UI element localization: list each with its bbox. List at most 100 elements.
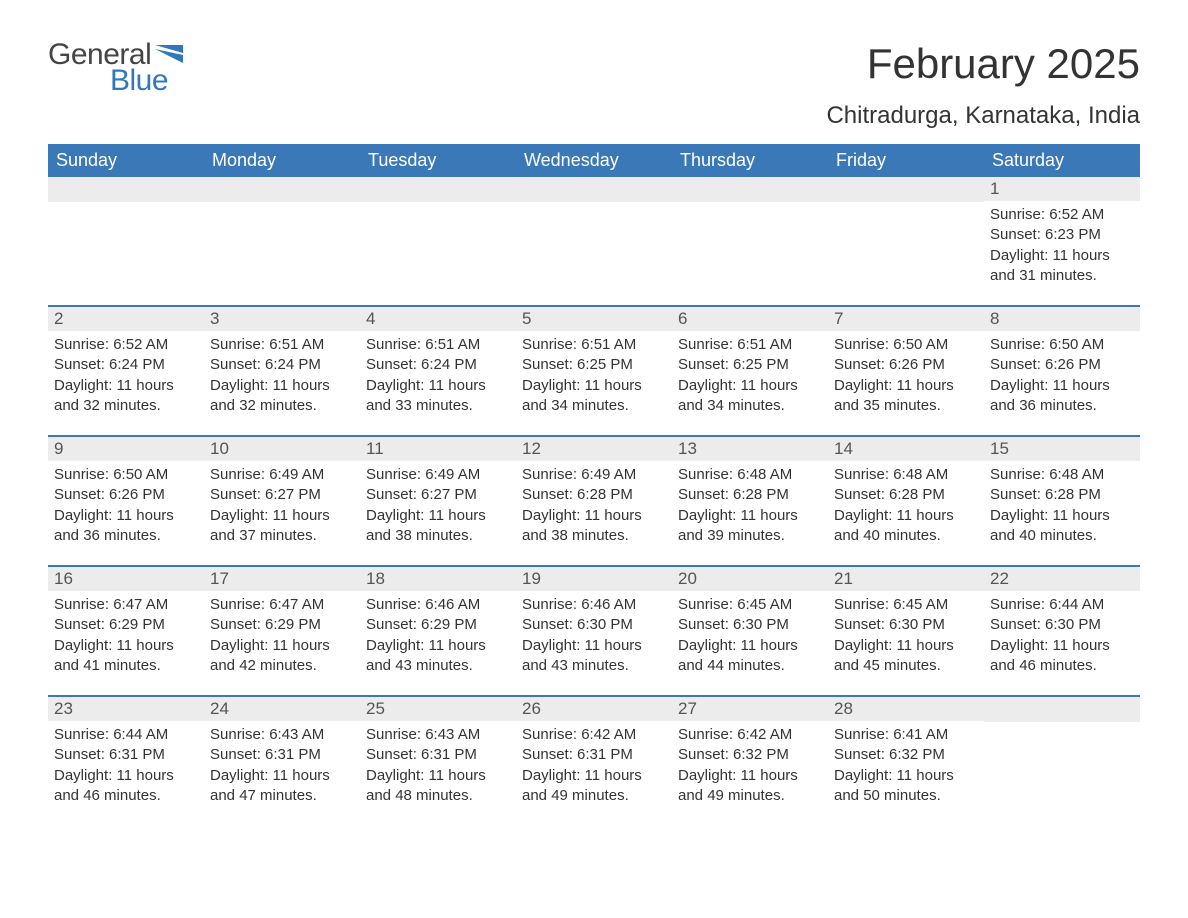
sunrise-text: Sunrise: 6:42 AM bbox=[522, 725, 666, 745]
calendar-week: 23Sunrise: 6:44 AMSunset: 6:31 PMDayligh… bbox=[48, 695, 1140, 825]
sunrise-text: Sunrise: 6:44 AM bbox=[54, 725, 198, 745]
daylight-text: and 48 minutes. bbox=[366, 786, 510, 806]
calendar-day: 14Sunrise: 6:48 AMSunset: 6:28 PMDayligh… bbox=[828, 437, 984, 565]
daylight-text: and 45 minutes. bbox=[834, 656, 978, 676]
day-number: 5 bbox=[516, 307, 672, 331]
day-number: 27 bbox=[672, 697, 828, 721]
weekday-header: Thursday bbox=[672, 144, 828, 177]
daylight-text: Daylight: 11 hours bbox=[522, 376, 666, 396]
day-number bbox=[360, 177, 516, 202]
day-number: 8 bbox=[984, 307, 1140, 331]
day-number: 20 bbox=[672, 567, 828, 591]
day-data: Sunrise: 6:46 AMSunset: 6:30 PMDaylight:… bbox=[516, 591, 672, 684]
sunrise-text: Sunrise: 6:48 AM bbox=[678, 465, 822, 485]
daylight-text: and 43 minutes. bbox=[366, 656, 510, 676]
calendar-day: 20Sunrise: 6:45 AMSunset: 6:30 PMDayligh… bbox=[672, 567, 828, 695]
daylight-text: and 32 minutes. bbox=[54, 396, 198, 416]
day-number: 24 bbox=[204, 697, 360, 721]
day-number: 10 bbox=[204, 437, 360, 461]
sunset-text: Sunset: 6:31 PM bbox=[54, 745, 198, 765]
daylight-text: Daylight: 11 hours bbox=[210, 376, 354, 396]
sunrise-text: Sunrise: 6:46 AM bbox=[522, 595, 666, 615]
calendar-day: 18Sunrise: 6:46 AMSunset: 6:29 PMDayligh… bbox=[360, 567, 516, 695]
brand-logo: General Blue bbox=[48, 40, 183, 96]
day-data: Sunrise: 6:46 AMSunset: 6:29 PMDaylight:… bbox=[360, 591, 516, 684]
daylight-text: and 33 minutes. bbox=[366, 396, 510, 416]
sunrise-text: Sunrise: 6:45 AM bbox=[834, 595, 978, 615]
daylight-text: Daylight: 11 hours bbox=[54, 636, 198, 656]
daylight-text: and 44 minutes. bbox=[678, 656, 822, 676]
sunrise-text: Sunrise: 6:43 AM bbox=[210, 725, 354, 745]
sunrise-text: Sunrise: 6:50 AM bbox=[54, 465, 198, 485]
day-number: 16 bbox=[48, 567, 204, 591]
calendar-day: 5Sunrise: 6:51 AMSunset: 6:25 PMDaylight… bbox=[516, 307, 672, 435]
day-number: 9 bbox=[48, 437, 204, 461]
day-data: Sunrise: 6:45 AMSunset: 6:30 PMDaylight:… bbox=[828, 591, 984, 684]
sunset-text: Sunset: 6:23 PM bbox=[990, 225, 1134, 245]
sunset-text: Sunset: 6:30 PM bbox=[522, 615, 666, 635]
calendar-week: 9Sunrise: 6:50 AMSunset: 6:26 PMDaylight… bbox=[48, 435, 1140, 565]
sunrise-text: Sunrise: 6:44 AM bbox=[990, 595, 1134, 615]
daylight-text: Daylight: 11 hours bbox=[366, 506, 510, 526]
day-data: Sunrise: 6:47 AMSunset: 6:29 PMDaylight:… bbox=[204, 591, 360, 684]
daylight-text: Daylight: 11 hours bbox=[210, 766, 354, 786]
daylight-text: Daylight: 11 hours bbox=[54, 506, 198, 526]
weekday-header: Monday bbox=[204, 144, 360, 177]
daylight-text: Daylight: 11 hours bbox=[522, 766, 666, 786]
daylight-text: and 41 minutes. bbox=[54, 656, 198, 676]
daylight-text: and 49 minutes. bbox=[522, 786, 666, 806]
daylight-text: Daylight: 11 hours bbox=[990, 246, 1134, 266]
day-data: Sunrise: 6:44 AMSunset: 6:31 PMDaylight:… bbox=[48, 721, 204, 814]
day-data: Sunrise: 6:50 AMSunset: 6:26 PMDaylight:… bbox=[984, 331, 1140, 424]
calendar-day-empty bbox=[48, 177, 204, 305]
sunrise-text: Sunrise: 6:47 AM bbox=[210, 595, 354, 615]
day-number: 26 bbox=[516, 697, 672, 721]
sunset-text: Sunset: 6:28 PM bbox=[834, 485, 978, 505]
day-data: Sunrise: 6:42 AMSunset: 6:32 PMDaylight:… bbox=[672, 721, 828, 814]
sunset-text: Sunset: 6:32 PM bbox=[678, 745, 822, 765]
day-data: Sunrise: 6:43 AMSunset: 6:31 PMDaylight:… bbox=[204, 721, 360, 814]
sunset-text: Sunset: 6:29 PM bbox=[54, 615, 198, 635]
daylight-text: and 31 minutes. bbox=[990, 266, 1134, 286]
day-data: Sunrise: 6:50 AMSunset: 6:26 PMDaylight:… bbox=[828, 331, 984, 424]
header-row: General Blue February 2025 bbox=[48, 40, 1140, 96]
calendar-week: 2Sunrise: 6:52 AMSunset: 6:24 PMDaylight… bbox=[48, 305, 1140, 435]
daylight-text: and 34 minutes. bbox=[678, 396, 822, 416]
calendar-day: 21Sunrise: 6:45 AMSunset: 6:30 PMDayligh… bbox=[828, 567, 984, 695]
day-number: 25 bbox=[360, 697, 516, 721]
page-subtitle: Chitradurga, Karnataka, India bbox=[48, 102, 1140, 130]
daylight-text: and 42 minutes. bbox=[210, 656, 354, 676]
daylight-text: and 38 minutes. bbox=[522, 526, 666, 546]
calendar-day: 2Sunrise: 6:52 AMSunset: 6:24 PMDaylight… bbox=[48, 307, 204, 435]
day-number: 18 bbox=[360, 567, 516, 591]
calendar-day: 10Sunrise: 6:49 AMSunset: 6:27 PMDayligh… bbox=[204, 437, 360, 565]
daylight-text: Daylight: 11 hours bbox=[990, 636, 1134, 656]
calendar-page: General Blue February 2025 Chitradurga, … bbox=[0, 0, 1188, 845]
daylight-text: and 40 minutes. bbox=[834, 526, 978, 546]
sunrise-text: Sunrise: 6:52 AM bbox=[990, 205, 1134, 225]
daylight-text: Daylight: 11 hours bbox=[834, 766, 978, 786]
day-number bbox=[828, 177, 984, 202]
day-data: Sunrise: 6:49 AMSunset: 6:28 PMDaylight:… bbox=[516, 461, 672, 554]
day-data: Sunrise: 6:49 AMSunset: 6:27 PMDaylight:… bbox=[204, 461, 360, 554]
daylight-text: Daylight: 11 hours bbox=[678, 636, 822, 656]
daylight-text: and 39 minutes. bbox=[678, 526, 822, 546]
calendar-day: 8Sunrise: 6:50 AMSunset: 6:26 PMDaylight… bbox=[984, 307, 1140, 435]
calendar-day: 23Sunrise: 6:44 AMSunset: 6:31 PMDayligh… bbox=[48, 697, 204, 825]
day-data: Sunrise: 6:48 AMSunset: 6:28 PMDaylight:… bbox=[984, 461, 1140, 554]
daylight-text: and 40 minutes. bbox=[990, 526, 1134, 546]
calendar-week: 1Sunrise: 6:52 AMSunset: 6:23 PMDaylight… bbox=[48, 177, 1140, 305]
daylight-text: Daylight: 11 hours bbox=[678, 766, 822, 786]
daylight-text: and 49 minutes. bbox=[678, 786, 822, 806]
daylight-text: Daylight: 11 hours bbox=[366, 766, 510, 786]
sunset-text: Sunset: 6:30 PM bbox=[834, 615, 978, 635]
calendar-day: 26Sunrise: 6:42 AMSunset: 6:31 PMDayligh… bbox=[516, 697, 672, 825]
daylight-text: Daylight: 11 hours bbox=[990, 506, 1134, 526]
day-data: Sunrise: 6:44 AMSunset: 6:30 PMDaylight:… bbox=[984, 591, 1140, 684]
sunrise-text: Sunrise: 6:42 AM bbox=[678, 725, 822, 745]
calendar-day-empty bbox=[984, 697, 1140, 825]
daylight-text: Daylight: 11 hours bbox=[990, 376, 1134, 396]
day-data: Sunrise: 6:51 AMSunset: 6:25 PMDaylight:… bbox=[516, 331, 672, 424]
day-number: 14 bbox=[828, 437, 984, 461]
day-number: 12 bbox=[516, 437, 672, 461]
